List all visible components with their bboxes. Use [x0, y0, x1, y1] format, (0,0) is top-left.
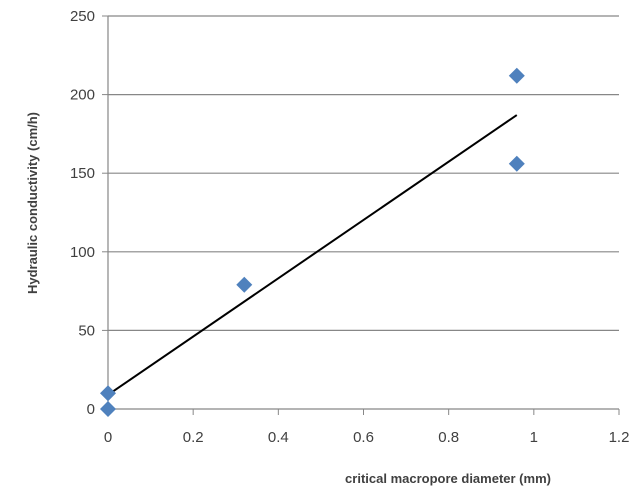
x-tick-label: 1: [530, 429, 538, 446]
x-tick-label: 0.6: [353, 429, 374, 446]
data-points: [100, 67, 525, 417]
x-tick-label: 0.8: [438, 429, 459, 446]
y-axis-title: Hydraulic conductivity (cm/h): [25, 112, 40, 294]
axes: [102, 15, 620, 415]
y-tick-label: 150: [70, 165, 95, 182]
x-tick-labels: 0 0.2 0.4 0.6 0.8 1 1.2: [104, 429, 630, 446]
data-point: [236, 276, 253, 293]
data-point: [508, 67, 525, 84]
y-tick-label: 50: [78, 322, 95, 339]
grid-lines: [108, 15, 619, 331]
x-axis-title: critical macropore diameter (mm): [345, 471, 551, 486]
data-point: [508, 155, 525, 172]
x-tick-label: 1.2: [609, 429, 630, 446]
y-tick-label: 0: [87, 401, 95, 418]
x-tick-label: 0.4: [268, 429, 289, 446]
data-point: [100, 385, 116, 402]
y-tick-labels: 0 50 100 150 200 250: [70, 8, 95, 418]
y-tick-label: 100: [70, 244, 95, 261]
trendline-line: [107, 114, 518, 396]
trendline: [107, 114, 518, 396]
data-point: [100, 401, 116, 417]
x-tick-label: 0: [104, 429, 112, 446]
y-tick-label: 250: [70, 8, 95, 25]
y-tick-label: 200: [70, 87, 95, 104]
x-tick-label: 0.2: [183, 429, 204, 446]
